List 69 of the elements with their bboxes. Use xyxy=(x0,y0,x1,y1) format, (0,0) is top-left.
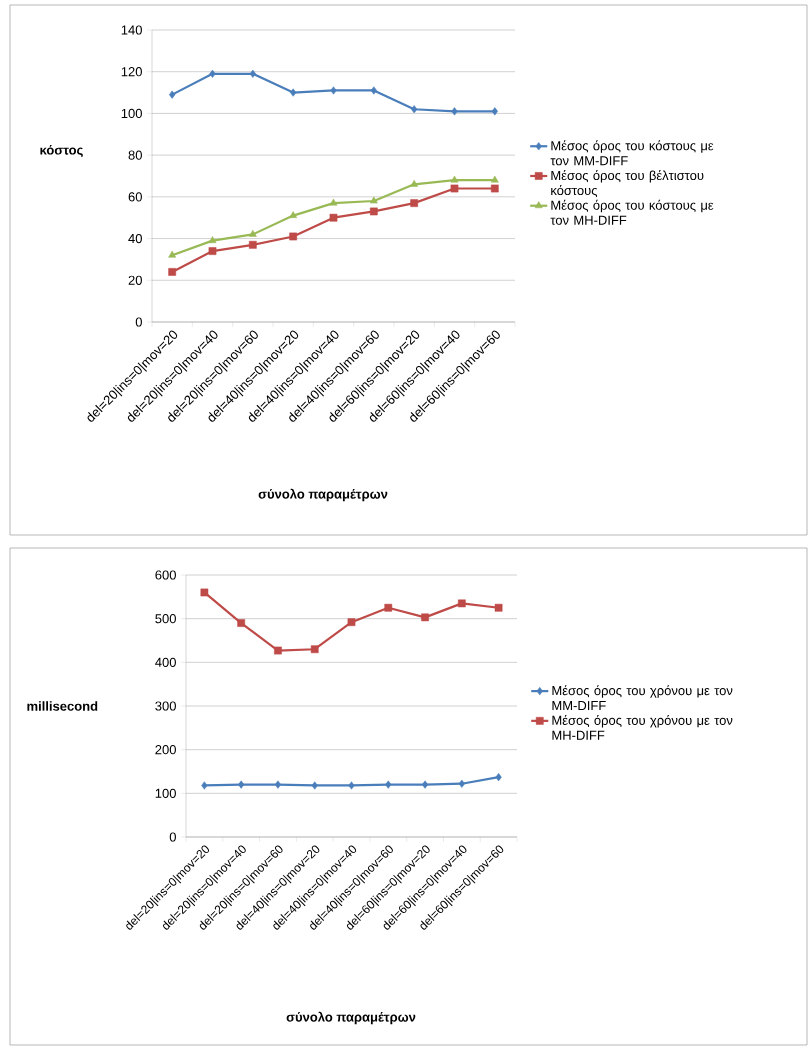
point xyxy=(491,107,498,116)
y-tick-label: 300 xyxy=(155,701,176,711)
point xyxy=(411,105,418,114)
point xyxy=(450,184,459,193)
y-tick-label: 60 xyxy=(128,192,142,202)
y-tick-label: 100 xyxy=(155,788,176,798)
point xyxy=(490,175,499,183)
point xyxy=(249,69,256,78)
point xyxy=(209,69,216,78)
point xyxy=(410,199,419,207)
point xyxy=(310,645,319,654)
y-tick-label: 500 xyxy=(155,614,176,624)
point xyxy=(289,211,298,218)
point xyxy=(208,247,217,255)
point xyxy=(490,184,499,193)
point xyxy=(458,779,465,788)
y-tick-label: 0 xyxy=(135,317,142,327)
point xyxy=(457,599,466,608)
point xyxy=(384,603,393,612)
point xyxy=(311,781,318,790)
legend-label: Μέσος όρος του βέλτιστου κόστους xyxy=(551,170,704,198)
legend-label: Μέσος όρος του χρόνου με τον MH-DIFF xyxy=(552,714,733,740)
point xyxy=(495,773,502,782)
point xyxy=(421,780,429,789)
point xyxy=(369,196,378,204)
point xyxy=(385,780,392,789)
point xyxy=(168,268,177,276)
point xyxy=(494,603,503,612)
legend-label: Μέσος όρος του κόστους με τον MH-DIFF xyxy=(550,199,714,225)
point xyxy=(370,86,377,95)
point xyxy=(238,780,245,789)
y-tick-label: 100 xyxy=(121,108,142,119)
x-axis-title: σύνολο παραμέτρων xyxy=(286,1011,416,1025)
point xyxy=(348,781,355,790)
point xyxy=(200,588,209,597)
legend-label: Μέσος όρος του χρόνου με τον MM-DIFF xyxy=(552,685,733,711)
point xyxy=(274,646,282,655)
point xyxy=(169,90,176,99)
y-axis-title: millisecond xyxy=(27,701,98,711)
point xyxy=(289,232,298,241)
point xyxy=(290,88,297,97)
point xyxy=(248,240,257,249)
y-tick-label: 140 xyxy=(121,25,142,35)
point xyxy=(248,229,257,237)
point xyxy=(329,198,338,206)
point xyxy=(410,179,419,187)
point xyxy=(451,107,458,116)
y-tick-label: 20 xyxy=(128,275,142,285)
point xyxy=(421,613,429,622)
x-axis-title: σύνολο παραμέτρων xyxy=(258,488,388,502)
y-axis-title: κόστος xyxy=(40,144,83,158)
point xyxy=(237,619,246,627)
point xyxy=(450,175,459,183)
y-tick-label: 40 xyxy=(128,233,142,244)
y-tick-label: 200 xyxy=(155,745,176,755)
point xyxy=(168,250,177,258)
y-tick-label: 120 xyxy=(121,67,142,77)
y-tick-label: 400 xyxy=(155,657,176,667)
y-tick-label: 0 xyxy=(169,832,176,842)
point xyxy=(347,618,356,626)
legend-label: Μέσος όρος του κόστους με τον MM-DIFF xyxy=(550,140,714,166)
point xyxy=(208,236,217,243)
point xyxy=(329,213,338,222)
y-tick-label: 600 xyxy=(155,570,176,580)
point xyxy=(369,207,378,216)
point xyxy=(201,781,208,790)
point xyxy=(274,780,282,789)
y-tick-label: 80 xyxy=(128,150,142,160)
point xyxy=(330,86,337,95)
